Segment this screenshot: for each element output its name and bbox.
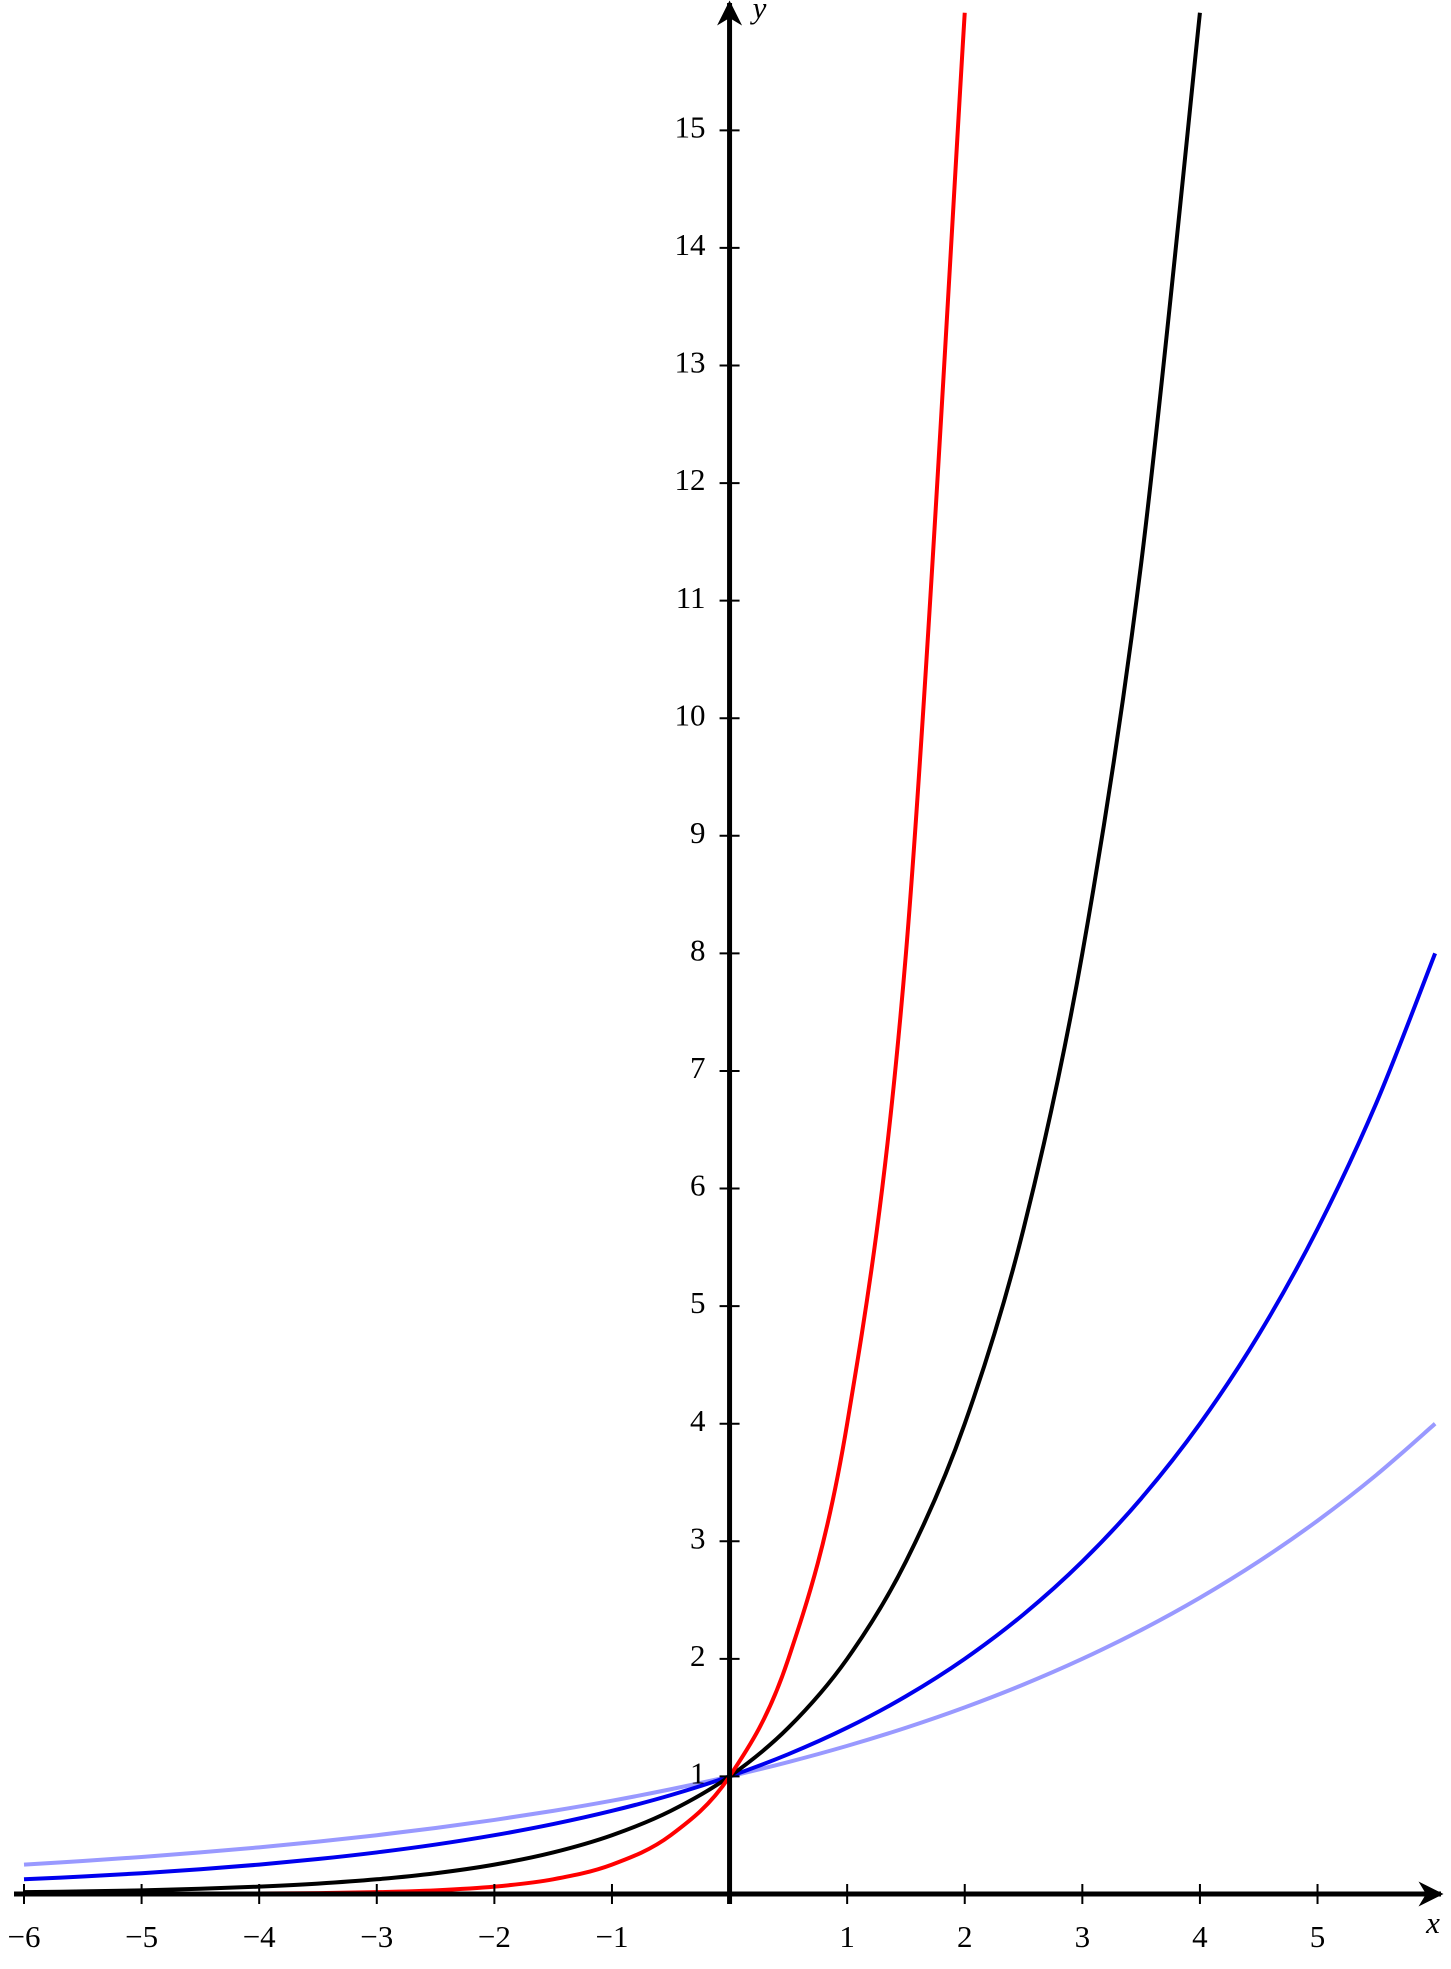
- y-tick-label: 12: [675, 462, 706, 497]
- y-tick-label: 4: [690, 1403, 706, 1438]
- y-tick-label: 9: [690, 815, 706, 850]
- y-tick-label: 13: [675, 345, 706, 380]
- x-tick-label: −2: [478, 1919, 511, 1954]
- curve: [23, 12, 967, 1896]
- y-tick-label: 7: [690, 1050, 706, 1085]
- x-tick-label: −6: [8, 1919, 41, 1954]
- curve: [23, 12, 1202, 1895]
- x-tick-label: 5: [1310, 1919, 1326, 1954]
- y-tick-label: 15: [675, 109, 706, 144]
- y-tick-label: 6: [690, 1168, 706, 1203]
- y-tick-label: 11: [676, 580, 706, 615]
- x-axis-label: x: [1425, 1905, 1440, 1940]
- y-tick-label: 5: [690, 1285, 706, 1320]
- y-tick-label: 10: [675, 697, 706, 732]
- x-tick-label: −4: [243, 1919, 276, 1954]
- x-tick-label: 1: [839, 1919, 855, 1954]
- curve: [23, 952, 1437, 1882]
- y-axis-label: y: [750, 0, 767, 25]
- y-tick-label: 1: [690, 1756, 706, 1791]
- curve: [23, 1422, 1437, 1867]
- y-tick-label: 3: [690, 1520, 706, 1555]
- x-tick-label: −3: [360, 1919, 393, 1954]
- x-tick-label: −5: [125, 1919, 158, 1954]
- x-tick-label: 3: [1075, 1919, 1091, 1954]
- y-tick-label: 2: [690, 1638, 706, 1673]
- x-tick-label: 2: [957, 1919, 973, 1954]
- y-tick-label: 8: [690, 932, 706, 967]
- x-tick-label: −1: [595, 1919, 628, 1954]
- x-tick-label: 4: [1192, 1919, 1208, 1954]
- y-tick-label: 14: [675, 227, 707, 262]
